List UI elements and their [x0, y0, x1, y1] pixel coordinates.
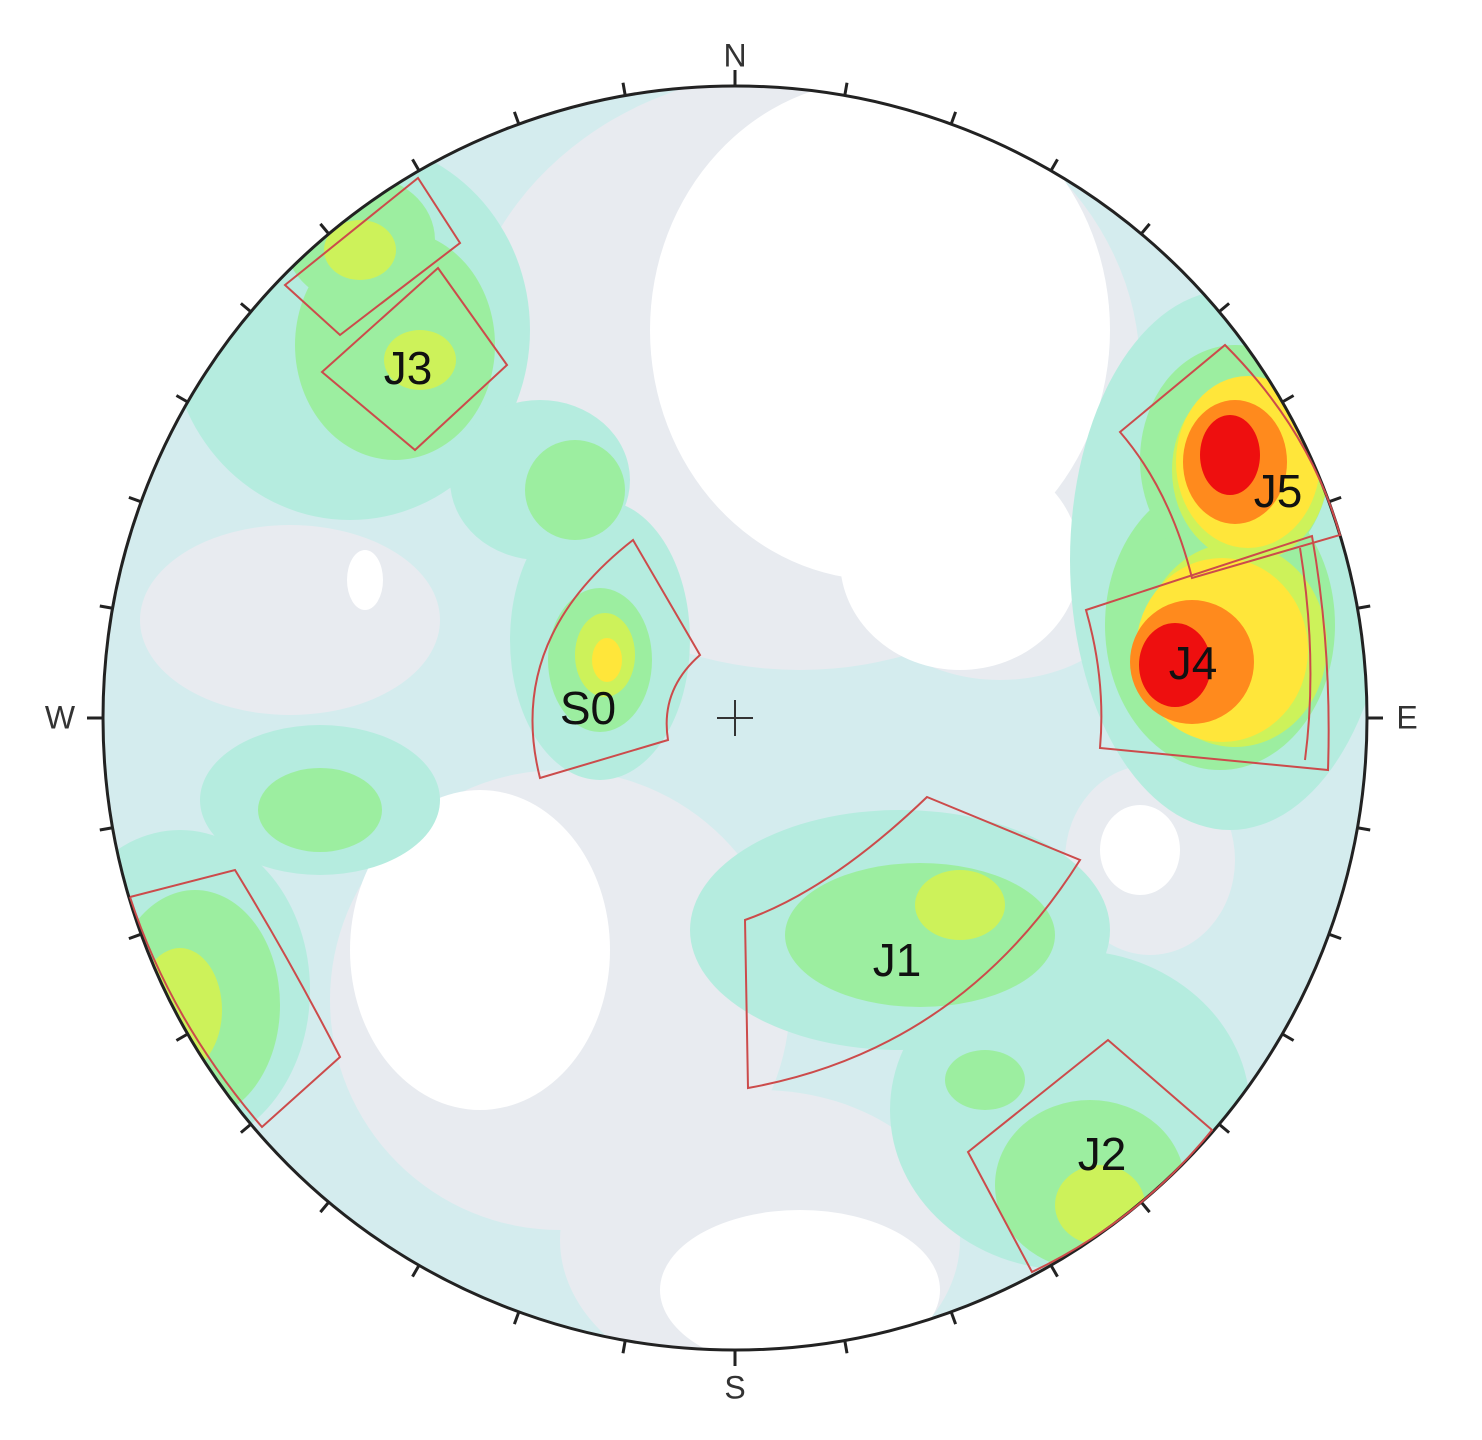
set-label: S0: [560, 682, 616, 734]
azimuth-tick: [411, 1264, 421, 1278]
azimuth-tick: [1281, 1032, 1295, 1042]
compass-label: S: [724, 1369, 745, 1405]
azimuth-tick: [512, 111, 521, 125]
azimuth-tick: [1357, 826, 1371, 832]
azimuth-tick: [239, 302, 252, 313]
contour-red: [1139, 415, 1260, 707]
set-label: J4: [1169, 637, 1218, 689]
azimuth-tick: [239, 1123, 252, 1134]
azimuth-tick: [843, 82, 849, 96]
azimuth-tick: [1328, 495, 1342, 504]
set-label: J2: [1078, 1128, 1127, 1180]
azimuth-tick: [1049, 158, 1059, 172]
compass-label: N: [723, 37, 746, 73]
azimuth-tick: [1140, 222, 1151, 235]
set-window: [129, 868, 342, 1129]
azimuth-tick: [1049, 1264, 1059, 1278]
azimuth-tick: [99, 604, 113, 610]
set-window: [966, 1038, 1214, 1274]
azimuth-tick: [99, 826, 113, 832]
azimuth-tick: [1281, 394, 1295, 404]
set-window: [743, 795, 1082, 1090]
density-contours: [103, 86, 1367, 1350]
azimuth-tick: [175, 1032, 189, 1042]
azimuth-tick: [411, 158, 421, 172]
set-label: J5: [1254, 465, 1303, 517]
compass-label: E: [1396, 699, 1417, 735]
azimuth-tick: [319, 1201, 330, 1214]
azimuth-tick: [1140, 1201, 1151, 1214]
set-window: [320, 266, 509, 452]
azimuth-tick: [1218, 302, 1231, 313]
azimuth-tick: [175, 394, 189, 404]
set-label: J1: [873, 934, 922, 986]
compass-label: W: [45, 699, 76, 735]
contour-white: [347, 86, 1180, 1350]
azimuth-tick: [621, 1340, 627, 1354]
azimuth-tick: [512, 1311, 521, 1325]
azimuth-tick: [949, 1311, 958, 1325]
azimuth-tick: [843, 1340, 849, 1354]
azimuth-tick: [621, 82, 627, 96]
set-window: [1118, 343, 1342, 580]
set-windows: [129, 176, 1342, 1274]
set-window: [1084, 534, 1330, 772]
set-window: [531, 538, 702, 780]
azimuth-ticks: [87, 70, 1383, 1366]
azimuth-tick: [1328, 932, 1342, 941]
azimuth-tick: [949, 111, 958, 125]
azimuth-tick: [128, 495, 142, 504]
azimuth-tick: [128, 932, 142, 941]
set-label: J3: [384, 342, 433, 394]
azimuth-tick: [1218, 1123, 1231, 1134]
azimuth-tick: [1357, 604, 1371, 610]
azimuth-tick: [319, 222, 330, 235]
set-window: [283, 176, 462, 337]
center-cross: [717, 700, 753, 736]
